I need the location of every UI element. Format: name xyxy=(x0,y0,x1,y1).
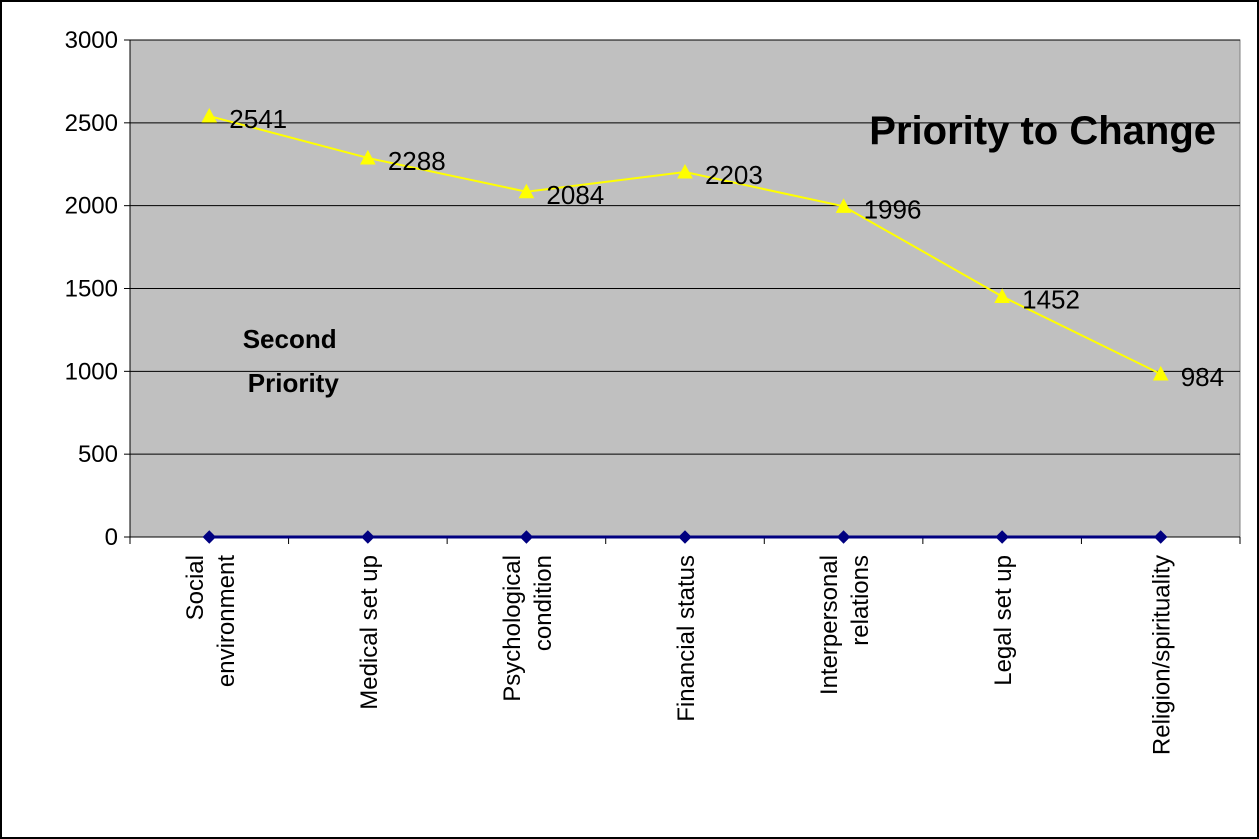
data-label: 2084 xyxy=(546,180,604,210)
y-tick-label: 1500 xyxy=(65,276,118,303)
data-point-diamond xyxy=(678,530,692,544)
x-tick-label: Financial status xyxy=(673,555,700,722)
data-point-diamond xyxy=(836,530,851,544)
data-point-triangle xyxy=(994,288,1010,303)
data-point-diamond xyxy=(202,530,216,544)
x-tick-label: Psychological xyxy=(499,555,526,702)
data-point-triangle xyxy=(835,198,852,213)
data-point-diamond xyxy=(995,530,1009,544)
y-tick-label: 1000 xyxy=(65,358,118,385)
data-point-triangle xyxy=(518,183,535,199)
data-point-triangle xyxy=(360,149,376,165)
y-tick-label: 0 xyxy=(105,524,118,551)
x-tick-label: relations xyxy=(847,555,874,646)
second-priority-annotation: Second Priority xyxy=(243,324,344,398)
y-tick-label: 2500 xyxy=(65,110,118,137)
data-label: 1996 xyxy=(864,194,922,224)
data-label: 984 xyxy=(1181,362,1224,392)
x-tick-label: Medical set up xyxy=(356,555,383,710)
y-tick-label: 2000 xyxy=(65,193,118,220)
data-label: 2288 xyxy=(388,146,446,176)
x-tick-label: Legal set up xyxy=(990,555,1017,686)
x-tick-label: condition xyxy=(530,555,557,651)
data-point-diamond xyxy=(1154,530,1168,544)
data-point-triangle xyxy=(677,163,693,179)
gridlines xyxy=(130,39,1240,455)
data-point-diamond xyxy=(361,530,375,544)
series-lines xyxy=(201,107,1169,544)
y-tick-label: 500 xyxy=(78,441,118,468)
x-tick-label: Social xyxy=(182,555,209,620)
data-label: 1452 xyxy=(1022,284,1080,314)
x-tick-label: Interpersonal xyxy=(816,555,843,695)
data-point-triangle xyxy=(1152,365,1169,381)
data-point-diamond xyxy=(519,530,534,544)
chart-title: Priority to Change xyxy=(869,109,1216,153)
data-label: 2541 xyxy=(229,104,287,134)
data-labels: 2541 2288 2084 2203 1996 1452 984 xyxy=(229,104,1224,392)
y-tick-label: 3000 xyxy=(65,27,118,54)
data-label: 2203 xyxy=(705,160,763,190)
annotation-line: Second xyxy=(243,324,337,354)
annotation-line: Priority xyxy=(248,368,340,398)
x-tick-label: Religion/spirituality xyxy=(1149,555,1176,755)
x-tick-label: environment xyxy=(213,555,240,687)
data-point-triangle xyxy=(201,107,218,123)
